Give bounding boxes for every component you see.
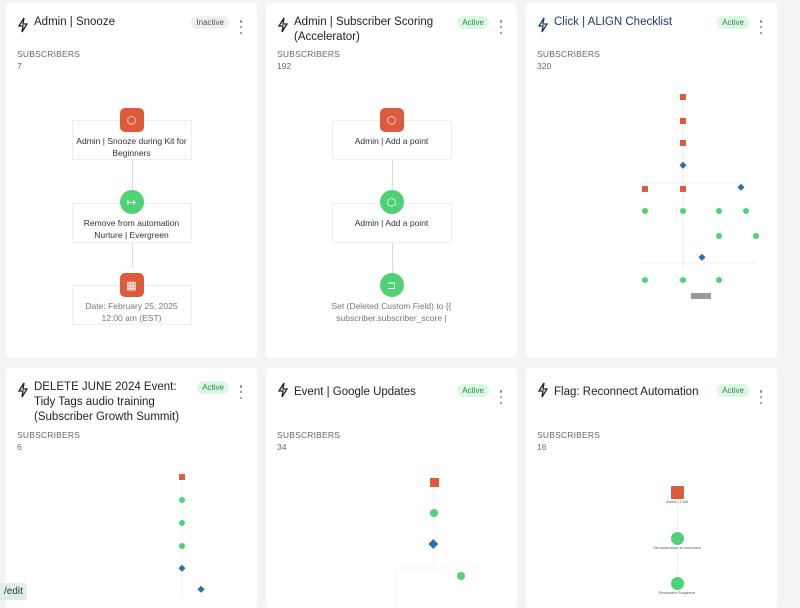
- automation-title[interactable]: Click | ALIGN Checklist: [554, 16, 673, 28]
- automation-title[interactable]: Admin | Snooze: [34, 16, 115, 28]
- automation-card[interactable]: DELETE JUNE 2024 Event: Tidy Tags audio …: [6, 368, 257, 608]
- subscribers-label: SUBSCRIBERS: [17, 49, 81, 59]
- status-badge: Active: [457, 384, 489, 397]
- automation-card[interactable]: Admin | Snooze Inactive SUBSCRIBERS 7 ⬡ A…: [6, 3, 257, 358]
- flow-node: ⬡ Admin | Add a point: [332, 190, 452, 229]
- more-options-icon[interactable]: [239, 20, 243, 34]
- subscribers-count: 16: [537, 442, 547, 452]
- status-badge: Active: [717, 16, 749, 29]
- subscribers-count: 7: [17, 61, 22, 71]
- flow-node: Set automation to reconnect: [637, 532, 717, 551]
- status-bar-url: /edit: [0, 583, 27, 600]
- subscribers-count: 192: [277, 61, 292, 71]
- lightning-icon: [17, 382, 29, 398]
- subscribers-label: SUBSCRIBERS: [277, 430, 341, 440]
- automation-title[interactable]: DELETE JUNE 2024 Event: Tidy Tags audio …: [34, 381, 180, 423]
- automation-card[interactable]: Click | ALIGN Checklist Active SUBSCRIBE…: [526, 3, 777, 358]
- more-options-icon[interactable]: [759, 390, 763, 404]
- status-badge: Active: [197, 381, 229, 394]
- lightning-icon: [537, 382, 549, 398]
- exit-icon: ↦: [119, 190, 144, 214]
- status-badge: Active: [457, 16, 489, 29]
- tag-icon: ⬡: [379, 190, 404, 214]
- lightning-icon: [277, 382, 289, 398]
- automation-title[interactable]: Flag: Reconnect Automation: [554, 386, 699, 398]
- field-icon: ⊐: [379, 273, 404, 297]
- flow-node: Admin | Cold: [637, 486, 717, 505]
- flow-node: ↦ Remove from automation Nurture | Evergr…: [72, 190, 192, 241]
- subscribers-label: SUBSCRIBERS: [537, 49, 601, 59]
- subscribers-label: SUBSCRIBERS: [537, 430, 601, 440]
- status-badge: Active: [717, 384, 749, 397]
- more-options-icon[interactable]: [239, 385, 243, 399]
- workflow-preview: [641, 94, 759, 299]
- automation-card[interactable]: Admin | Subscriber Scoring (Accelerator)…: [266, 3, 517, 358]
- lightning-icon: [277, 17, 289, 33]
- subscribers-count: 34: [277, 442, 287, 452]
- more-options-icon[interactable]: [759, 20, 763, 34]
- flow-node: ⊐ Set (Deleted Custom Field) to {{ subscr…: [327, 273, 457, 324]
- calendar-icon: ▦: [119, 273, 144, 297]
- subscribers-count: 320: [537, 61, 552, 71]
- subscribers-label: SUBSCRIBERS: [277, 49, 341, 59]
- automation-card[interactable]: Flag: Reconnect Automation Active SUBSCR…: [526, 368, 777, 608]
- tag-icon: ⬡: [119, 108, 144, 132]
- lightning-icon: [537, 17, 549, 33]
- automation-title[interactable]: Event | Google Updates: [294, 386, 416, 398]
- workflow-preview: [395, 478, 486, 608]
- subscribers-label: SUBSCRIBERS: [17, 430, 81, 440]
- automation-title[interactable]: Admin | Subscriber Scoring (Accelerator): [294, 16, 434, 43]
- subscribers-count: 6: [17, 442, 22, 452]
- flow-node: ⬡ Admin | Add a point: [332, 108, 452, 147]
- status-badge: Inactive: [191, 16, 229, 29]
- flow-node: ▦ Date: February 25, 2025 12:00 am (EST): [72, 273, 192, 324]
- automation-card[interactable]: Event | Google Updates Active SUBSCRIBER…: [266, 368, 517, 608]
- flow-node: Reconnect Sequence: [637, 577, 717, 596]
- tag-icon: ⬡: [379, 108, 404, 132]
- workflow-preview: [178, 474, 205, 598]
- more-options-icon[interactable]: [499, 390, 503, 404]
- more-options-icon[interactable]: [499, 20, 503, 34]
- flow-node: ⬡ Admin | Snooze during Kit for Beginners: [72, 108, 192, 159]
- lightning-icon: [17, 17, 29, 33]
